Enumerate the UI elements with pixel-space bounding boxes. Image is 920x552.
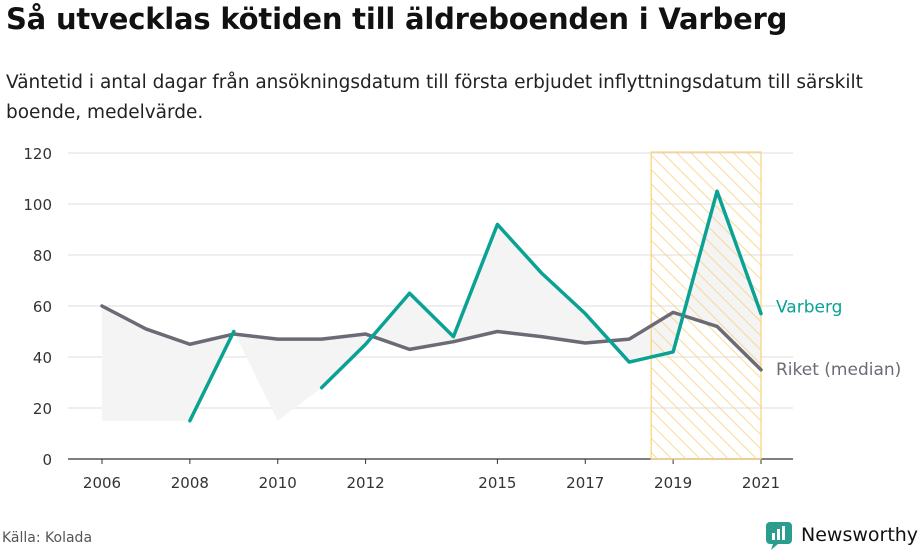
chart-title: Så utvecklas kötiden till äldreboenden i…: [6, 2, 788, 36]
newsworthy-icon: [766, 522, 792, 550]
y-tick-label: 60: [33, 298, 52, 316]
x-tick-label: 2006: [83, 474, 121, 492]
series-label-riket: Riket (median): [776, 360, 901, 380]
difference-area: [102, 191, 761, 421]
x-tick-label: 2019: [654, 474, 692, 492]
brand-logo: Newsworthy: [765, 520, 918, 550]
brand-label: Newsworthy: [801, 524, 919, 546]
varberg-series-line: [188, 329, 236, 423]
y-tick-label: 0: [42, 451, 52, 469]
y-tick-label: 100: [23, 196, 52, 214]
riket-series-line: [100, 304, 763, 372]
x-tick-label: 2017: [566, 474, 604, 492]
y-tick-label: 40: [33, 349, 52, 367]
x-tick-label: 2021: [742, 474, 780, 492]
highlight-band: [650, 151, 762, 460]
x-tick-label: 2015: [478, 474, 516, 492]
x-tick-label: 2008: [171, 474, 209, 492]
y-tick-label: 120: [23, 145, 52, 163]
y-tick-label: 20: [33, 400, 52, 418]
series-label-varberg: Varberg: [776, 298, 842, 318]
varberg-series-line: [319, 189, 763, 390]
y-tick-label: 80: [33, 247, 52, 265]
source-note: Källa: Kolada: [2, 530, 93, 546]
x-tick-label: 2012: [347, 474, 385, 492]
chart-subtitle: Väntetid i antal dagar från ansökningsda…: [6, 72, 863, 123]
x-tick-label: 2010: [259, 474, 297, 492]
